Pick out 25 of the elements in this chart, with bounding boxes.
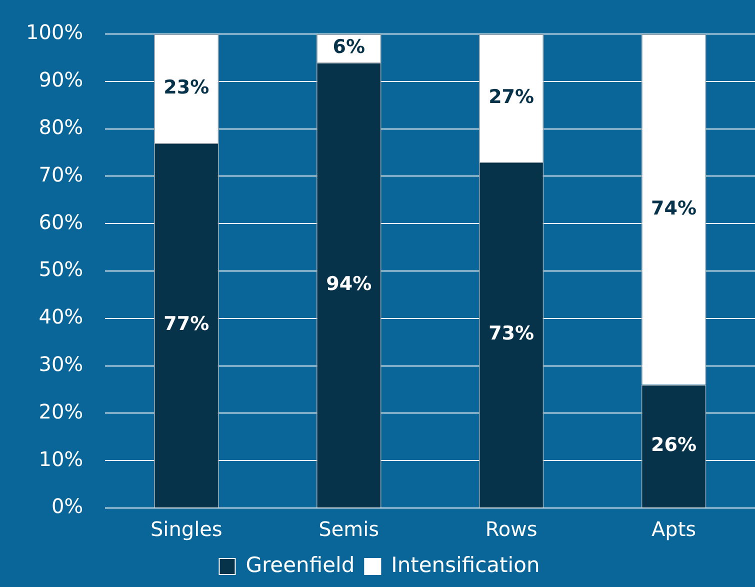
y-tick-label: 30% [38, 352, 84, 376]
x-tick-label: Semis [318, 517, 380, 542]
text: 94% [326, 272, 372, 295]
y-tick-label: 40% [38, 304, 84, 329]
x-tick-label: Rows [485, 517, 538, 542]
y-tick-label: 50% [38, 257, 84, 282]
x-tick-label: Singles [150, 517, 222, 542]
legend-label: Greenfield [246, 552, 355, 577]
y-tick-label: 70% [38, 162, 84, 186]
legend-label: Intensification [391, 552, 540, 577]
text: 77% [164, 313, 210, 336]
text: 26% [651, 434, 697, 456]
text: 6% [332, 36, 365, 58]
text: 27% [488, 86, 534, 108]
y-tick-label: 10% [38, 446, 84, 471]
y-tick-label: 80% [38, 115, 84, 140]
y-tick-label: 60% [38, 210, 84, 234]
x-tick-label: Apts [651, 517, 696, 542]
text: 23% [164, 76, 210, 98]
y-tick-label: 20% [38, 399, 84, 424]
y-tick-label: 90% [38, 68, 84, 92]
text: 74% [651, 197, 697, 220]
y-tick-label: 0% [51, 494, 84, 518]
text: 73% [488, 322, 534, 345]
y-tick-label: 100% [26, 20, 84, 44]
